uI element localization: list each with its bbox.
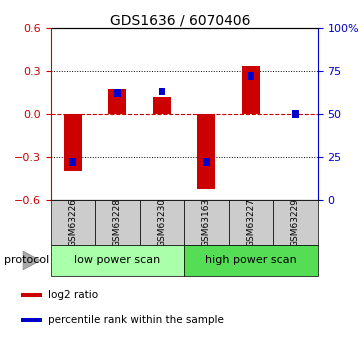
Bar	[203, 158, 210, 166]
Polygon shape	[23, 251, 40, 270]
Bar	[21, 293, 42, 297]
Bar	[229, 200, 273, 245]
Text: GSM63227: GSM63227	[247, 198, 255, 247]
Bar	[21, 318, 42, 322]
Bar	[64, 114, 82, 171]
Text: GSM63228: GSM63228	[113, 198, 122, 247]
Bar	[140, 200, 184, 245]
Text: GDS1636 / 6070406: GDS1636 / 6070406	[110, 14, 251, 28]
Bar	[248, 72, 254, 80]
Bar	[153, 97, 171, 114]
Bar	[184, 200, 229, 245]
Bar	[108, 89, 126, 114]
Bar	[184, 245, 318, 276]
Bar	[273, 200, 318, 245]
Bar	[95, 200, 140, 245]
Bar	[197, 114, 215, 189]
Bar	[158, 88, 165, 95]
Text: percentile rank within the sample: percentile rank within the sample	[48, 315, 224, 325]
Text: log2 ratio: log2 ratio	[48, 290, 99, 300]
Bar	[292, 110, 299, 118]
Text: GSM63230: GSM63230	[157, 198, 166, 247]
Text: high power scan: high power scan	[205, 256, 297, 265]
Bar	[114, 89, 121, 97]
Bar	[51, 200, 95, 245]
Text: GSM63229: GSM63229	[291, 198, 300, 247]
Text: low power scan: low power scan	[74, 256, 160, 265]
Bar	[51, 245, 184, 276]
Bar	[242, 66, 260, 114]
Bar	[69, 158, 76, 166]
Text: protocol: protocol	[4, 256, 49, 265]
Text: GSM63163: GSM63163	[202, 198, 211, 247]
Text: GSM63226: GSM63226	[68, 198, 77, 247]
